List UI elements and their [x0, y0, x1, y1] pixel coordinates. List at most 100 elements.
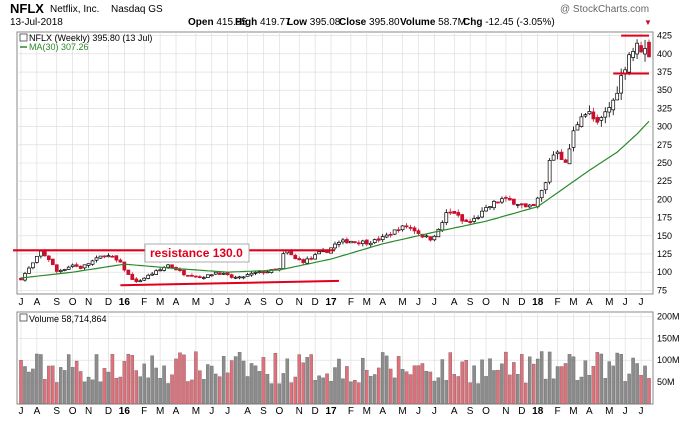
- volume-bar: [392, 377, 397, 405]
- candle-body: [396, 229, 401, 232]
- x-tick-label: A: [379, 406, 386, 417]
- volume-bar: [174, 358, 178, 405]
- volume-bar: [305, 357, 309, 405]
- candle-body: [436, 228, 441, 238]
- volume-bar: [508, 374, 512, 405]
- x-tick-label: A: [379, 297, 386, 308]
- volume-bar: [472, 365, 476, 405]
- x-tick-label: O: [482, 406, 490, 417]
- volume-bar: [484, 376, 488, 405]
- volume-bar: [635, 363, 639, 405]
- volume-bar: [369, 375, 373, 405]
- volume-bar: [416, 365, 421, 405]
- volume-bar: [444, 380, 449, 405]
- chg-down-icon: ▼: [644, 18, 652, 27]
- candle-body: [194, 275, 198, 278]
- legend-ma: MA(30) 307.26: [29, 42, 89, 52]
- candle-body: [349, 240, 353, 244]
- volume-tick-label: 50M: [657, 377, 675, 387]
- x-tick-label: D: [518, 406, 525, 417]
- candle-body: [452, 210, 457, 214]
- candle-body: [599, 117, 604, 121]
- x-tick-label: S: [260, 406, 267, 417]
- support-trendline: [120, 279, 339, 287]
- exchange-name: Nasdaq GS: [111, 4, 163, 15]
- volume-bar: [404, 371, 409, 405]
- candle-body: [440, 222, 445, 231]
- candle-body: [356, 242, 361, 245]
- candle-body: [531, 203, 536, 207]
- x-tick-label: A: [173, 406, 180, 417]
- price-tick-label: 75: [657, 285, 667, 295]
- volume-bar: [70, 367, 75, 405]
- candle-body: [154, 270, 158, 275]
- candle-body: [341, 239, 345, 243]
- candle-body: [39, 250, 43, 257]
- volume-bar: [512, 362, 516, 405]
- volume-bar: [448, 352, 453, 405]
- candle-body: [213, 271, 218, 275]
- candle-body: [372, 239, 377, 244]
- candle-body: [118, 259, 123, 263]
- x-tick-label: D: [518, 297, 525, 308]
- candle-body: [126, 269, 131, 275]
- candle-body: [134, 278, 139, 282]
- x-tick-label: M: [398, 297, 406, 308]
- volume-bar: [400, 369, 405, 405]
- candle-body: [90, 260, 95, 265]
- volume-bar: [365, 370, 369, 405]
- candle-body: [122, 261, 127, 271]
- x-tick-label: M: [156, 297, 164, 308]
- candle-body: [595, 117, 600, 123]
- candle-body: [384, 234, 389, 238]
- x-tick-label: F: [348, 297, 354, 308]
- x-tick-label: J: [623, 406, 628, 417]
- volume-bar: [170, 374, 174, 405]
- candle-body: [368, 242, 373, 246]
- price-tick-label: 325: [657, 103, 672, 113]
- candle-body: [209, 274, 214, 277]
- candle-body: [412, 227, 417, 232]
- x-tick-label: M: [363, 297, 371, 308]
- x-tick-label: 17: [325, 406, 337, 417]
- candle-body: [376, 238, 381, 241]
- annotation-box: [144, 243, 250, 263]
- candle-body: [62, 269, 67, 271]
- candle-body: [114, 255, 119, 261]
- volume-bar: [353, 380, 357, 405]
- candle-body: [106, 255, 111, 258]
- candle-body: [337, 241, 341, 245]
- candle-body: [607, 107, 612, 113]
- candle-body: [46, 255, 51, 261]
- volume-bar: [118, 376, 123, 405]
- volume-bar: [55, 382, 59, 405]
- candle-body: [432, 235, 437, 241]
- candle-body: [563, 159, 568, 163]
- candle-body: [293, 254, 298, 260]
- candle-body: [392, 229, 397, 235]
- candle-body: [186, 274, 190, 277]
- volume-tick-label: 150M: [657, 333, 680, 343]
- volume-bar: [35, 353, 39, 405]
- x-tick-label: O: [69, 406, 77, 417]
- candle-body: [305, 258, 310, 264]
- x-tick-label: M: [398, 406, 406, 417]
- x-tick-label: J: [432, 297, 437, 308]
- company-name: Netflix, Inc.: [50, 4, 99, 15]
- volume-bar: [583, 360, 588, 405]
- candle-body: [253, 272, 258, 274]
- candle-body: [225, 272, 230, 276]
- volume-bar: [456, 376, 460, 405]
- x-tick-label: D: [105, 297, 112, 308]
- volume-bar: [134, 370, 139, 405]
- candle-body: [102, 255, 107, 258]
- candle-body: [527, 204, 532, 208]
- candle-body: [603, 111, 608, 118]
- candle-body: [78, 265, 83, 269]
- volume-bar: [424, 371, 429, 405]
- legend-volume: Volume 58,714,864: [29, 314, 107, 324]
- x-axis-top: J A S O N D 16 F M A M J J A S O N D 17 F M A M J J A S O N D 18 F M A M J J: [19, 297, 644, 308]
- candle-body: [190, 274, 194, 277]
- candle-body: [309, 257, 314, 260]
- candle-body: [19, 277, 23, 281]
